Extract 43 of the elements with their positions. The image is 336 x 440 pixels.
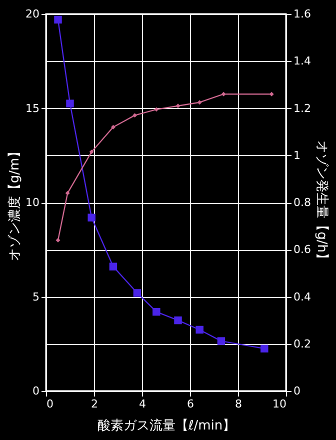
x-tick-label: 10 [272, 398, 286, 410]
point [54, 16, 62, 24]
point [217, 337, 226, 345]
point [89, 150, 94, 154]
y2-axis-title: オゾン発生量【g/h】 [314, 140, 329, 266]
point [154, 107, 159, 112]
point [176, 104, 180, 108]
x-tick-label: 0 [46, 398, 54, 410]
y-tick-label: 15 [26, 102, 40, 115]
point [196, 326, 204, 334]
x-tick-label: 8 [235, 398, 242, 410]
y-tick-label: 10 [26, 196, 40, 209]
x-tick-label: 4 [139, 398, 146, 410]
point [109, 262, 118, 270]
y2-tick-label: 1.2 [294, 102, 311, 115]
y2-tick-label: 1.4 [294, 54, 311, 68]
point [197, 100, 202, 105]
point [88, 214, 96, 222]
y-tick-label: 20 [26, 8, 40, 20]
x-axis-title: 酸素ガス流量【ℓ/min】 [97, 418, 236, 434]
point [110, 124, 116, 130]
y2-tick-label: 0.4 [294, 290, 311, 304]
y2-tick-label: 0.2 [294, 337, 311, 350]
y-tick-label: 0 [32, 384, 40, 398]
y2-tick-label: 0.8 [294, 196, 311, 209]
y2-tick-label: 1.6 [294, 8, 311, 20]
point [132, 113, 138, 118]
point [152, 308, 160, 316]
y-tick-label: 5 [32, 290, 40, 304]
point [221, 92, 226, 96]
point [133, 289, 142, 297]
y2-tick-label: 0.6 [294, 243, 311, 256]
x-tick-label: 2 [91, 398, 98, 410]
point [260, 344, 268, 352]
y2-tick-label: 0 [294, 384, 300, 398]
x-tick-label: 6 [187, 398, 194, 410]
point [66, 100, 74, 108]
point [174, 316, 182, 324]
y-axis-title: オゾン濃度【g/m】 [6, 144, 23, 262]
point [269, 92, 274, 96]
point [65, 190, 70, 196]
y2-tick-label: 1 [294, 148, 300, 162]
point [56, 238, 60, 242]
